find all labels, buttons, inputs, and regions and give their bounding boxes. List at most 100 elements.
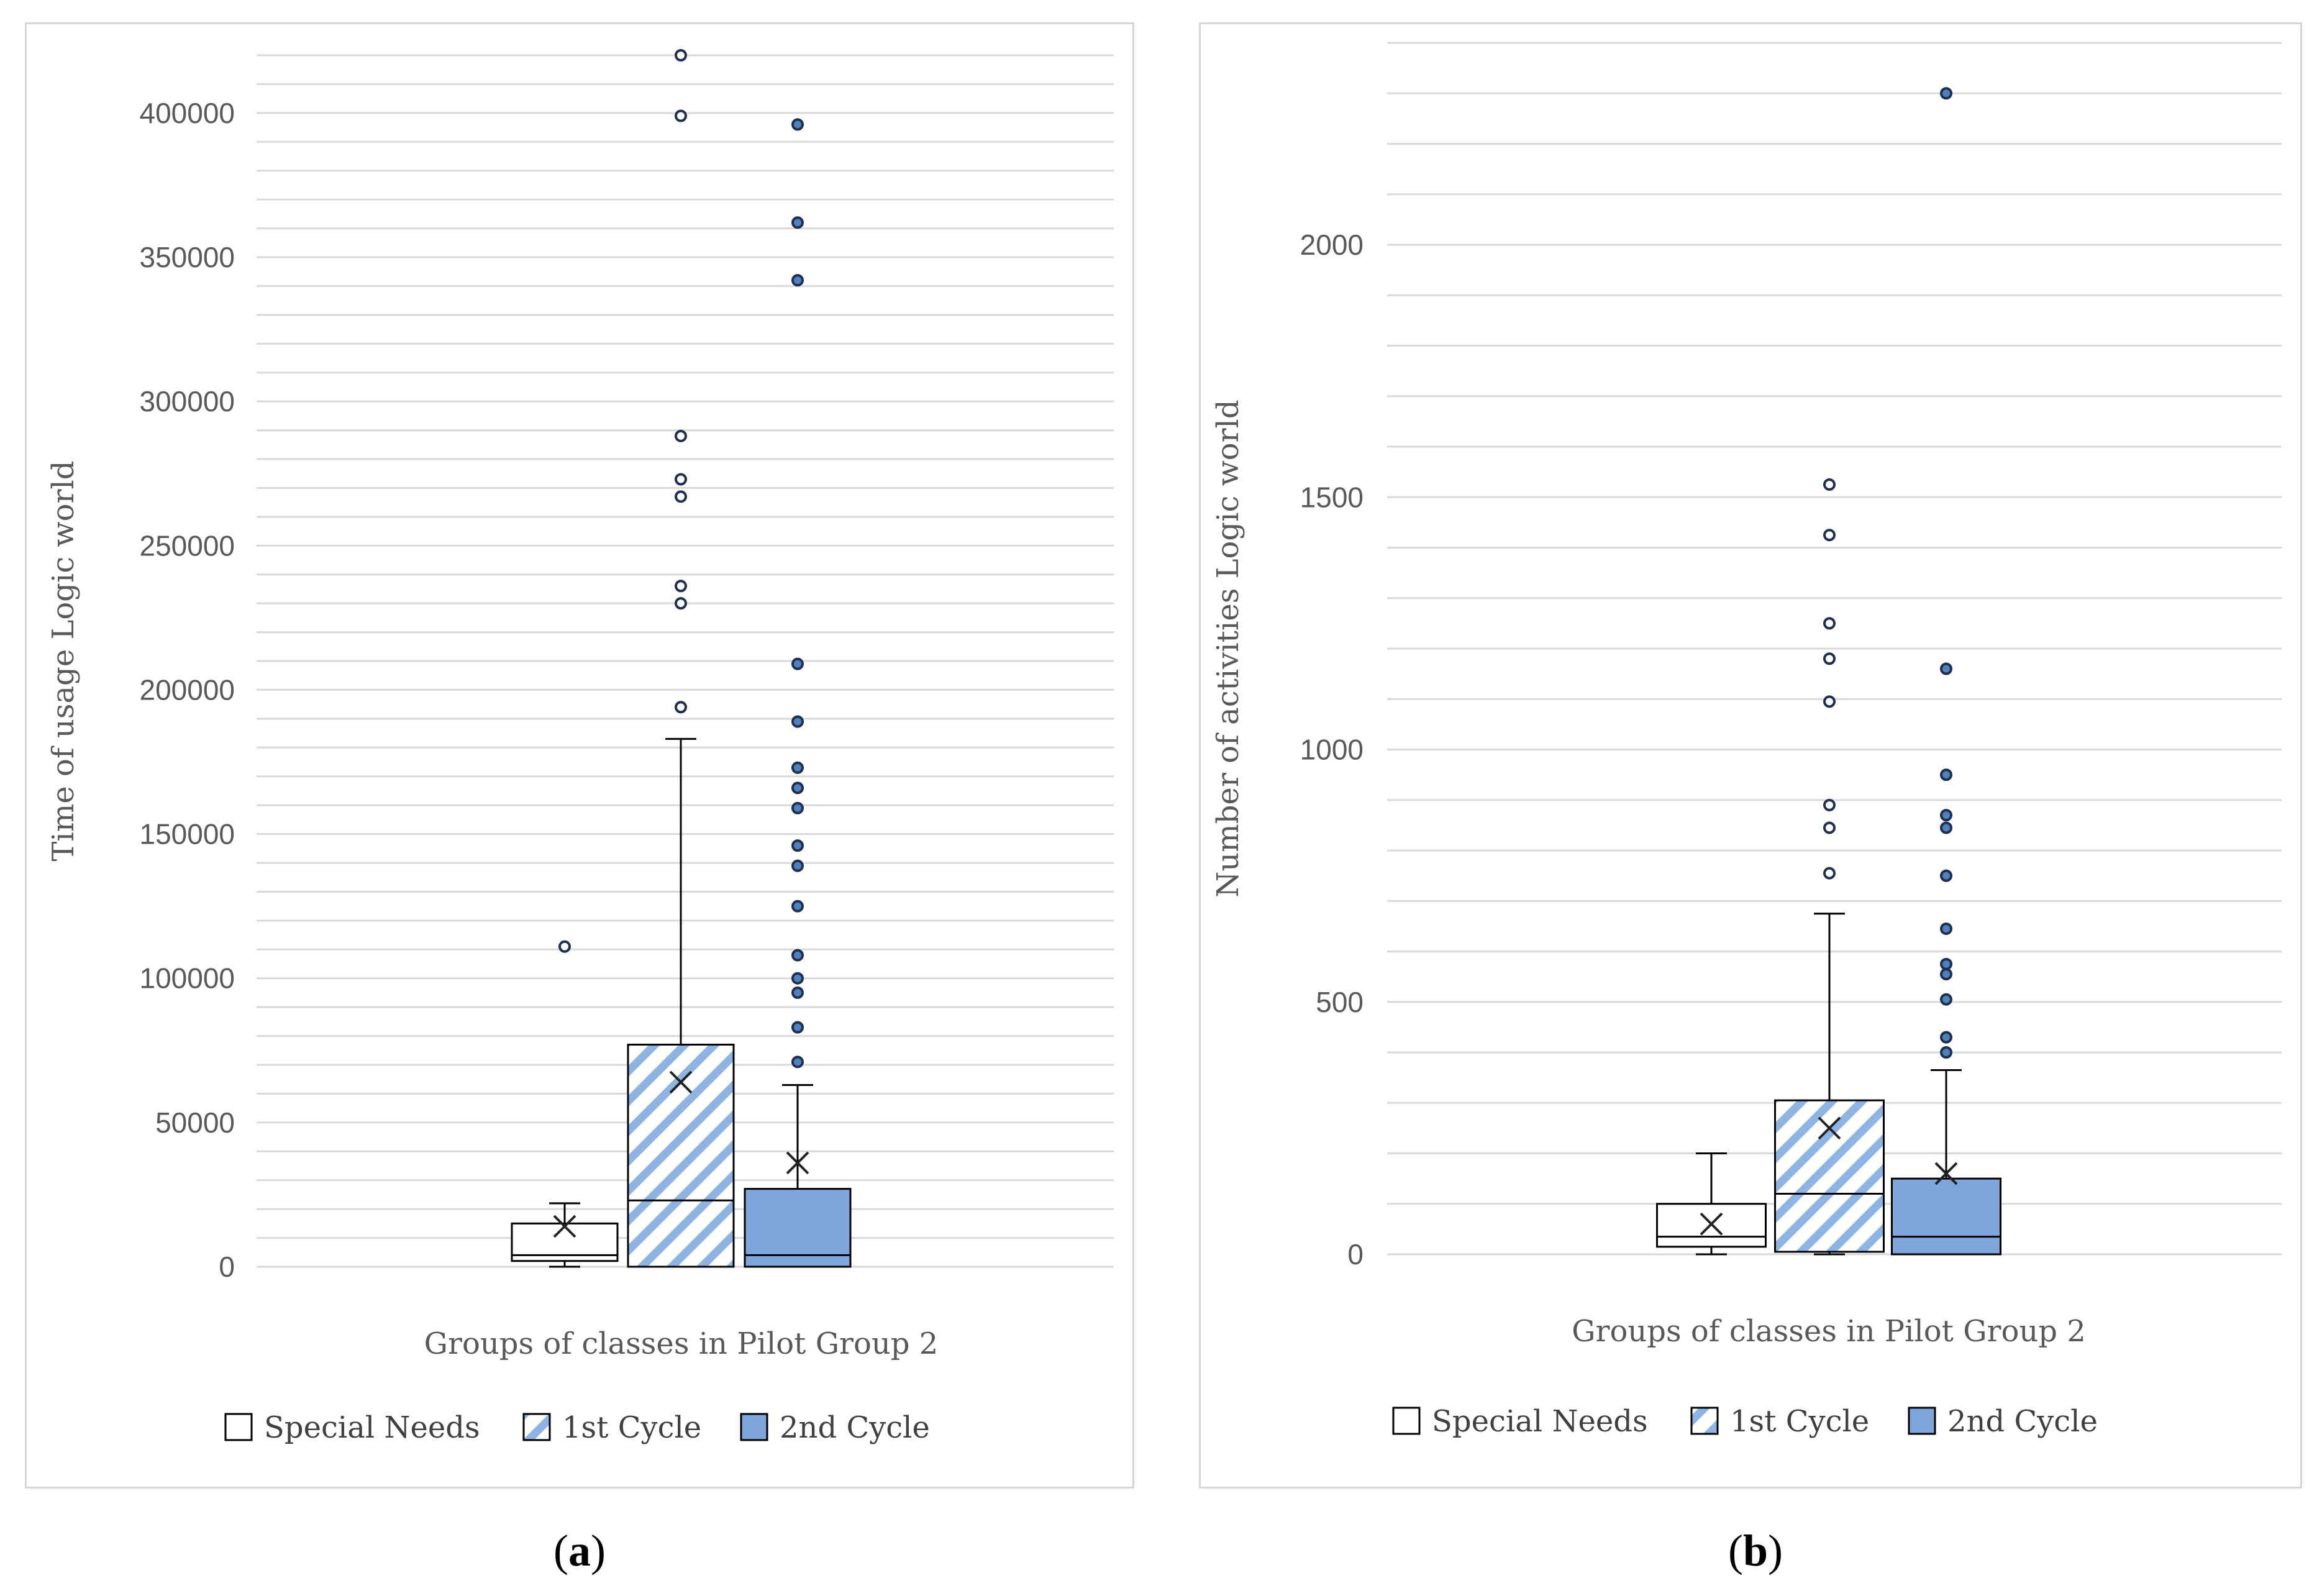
y-tick-label: 0: [1347, 1238, 1364, 1270]
outlier-point: [1940, 768, 1952, 782]
outlier-point: [1823, 652, 1836, 665]
legend-swatch: [740, 1413, 768, 1441]
mean-marker: [669, 1070, 693, 1094]
y-tick-label: 350000: [140, 241, 235, 273]
x-axis-title: Groups of classes in Pilot Group 2: [1572, 1314, 2086, 1349]
outlier-point: [1823, 695, 1836, 708]
legend-swatch: [1690, 1407, 1719, 1435]
outlier-point: [1940, 1031, 1952, 1044]
box-2nd-cycle: [1891, 87, 2001, 1256]
outlier-point: [1823, 867, 1836, 880]
box-body: [627, 1044, 735, 1268]
outlier-point: [791, 782, 804, 795]
outlier-point: [1823, 617, 1836, 630]
mean-marker: [553, 1215, 576, 1238]
mean-marker: [1818, 1116, 1841, 1140]
outlier-point: [791, 859, 804, 872]
boxplot-chart-b: 0 500 1000 1500 2000 Number of activities Log…: [1211, 42, 2282, 1439]
outlier-point: [1940, 821, 1952, 834]
outlier-point: [675, 490, 687, 503]
caption-a: (a): [553, 1526, 606, 1575]
y-tick-label: 200000: [140, 673, 235, 706]
outlier-point: [791, 657, 804, 670]
outlier-point: [1823, 478, 1836, 491]
outlier-point: [791, 900, 804, 913]
caption-a-label: a: [568, 1526, 591, 1575]
outlier-point: [791, 801, 804, 814]
legend: Special Needs 1st Cycle 2nd Cycle: [224, 1410, 930, 1445]
outlier-point: [791, 986, 804, 999]
outlier-point: [791, 972, 804, 985]
box-2nd-cycle: [744, 118, 852, 1268]
outlier-point: [791, 715, 804, 728]
outlier-point: [558, 940, 571, 953]
mean-marker: [1934, 1162, 1958, 1185]
y-tick-label: 1500: [1300, 481, 1364, 513]
y-tick-label: 500: [1316, 986, 1364, 1018]
legend-label: 2nd Cycle: [780, 1410, 930, 1445]
outlier-point: [1940, 993, 1952, 1006]
legend-label: 1st Cycle: [562, 1410, 701, 1445]
y-tick-label: 2000: [1300, 229, 1364, 261]
outlier-point: [1940, 809, 1952, 822]
y-axis: 0 500 1000 1500 2000: [1300, 229, 1364, 1270]
outlier-point: [675, 49, 687, 62]
x-axis-title: Groups of classes in Pilot Group 2: [424, 1326, 939, 1361]
outlier-point: [675, 109, 687, 122]
legend-swatch: [224, 1413, 253, 1441]
legend-label: Special Needs: [1432, 1404, 1648, 1439]
boxplot-chart-a: 0 50000 100000 150000 200000 250000 300000 3500…: [46, 49, 1114, 1445]
outlier-point: [675, 701, 687, 714]
outlier-point: [1823, 798, 1836, 811]
chart-panel-a: 0 50000 100000 150000 200000 250000 300000 3500…: [25, 22, 1134, 1489]
outlier-point: [791, 839, 804, 852]
y-axis-title: Number of activities Logic world: [1211, 399, 1245, 897]
mean-marker: [786, 1151, 809, 1175]
legend-swatch: [522, 1413, 551, 1441]
y-axis-title: Time of usage Logic world: [46, 460, 81, 861]
mean-marker: [1700, 1212, 1723, 1236]
box-special-needs: [511, 940, 619, 1268]
outlier-point: [1823, 821, 1836, 834]
chart-panel-b: 0 500 1000 1500 2000 Number of activities Log…: [1199, 22, 2302, 1489]
outlier-point: [1823, 529, 1836, 542]
y-tick-label: 1000: [1300, 734, 1364, 766]
box-body: [744, 1188, 852, 1268]
y-tick-label: 50000: [155, 1106, 235, 1139]
outlier-point: [675, 473, 687, 486]
outlier-point: [675, 580, 687, 593]
outlier-point: [791, 1056, 804, 1069]
outlier-point: [1940, 662, 1952, 675]
gridlines: [257, 54, 1114, 1268]
outlier-point: [675, 429, 687, 442]
outlier-point: [1940, 87, 1952, 100]
y-tick-label: 0: [219, 1251, 235, 1283]
box-special-needs: [1656, 1152, 1767, 1256]
y-tick-label: 400000: [140, 97, 235, 129]
y-tick-label: 100000: [140, 962, 235, 995]
outlier-point: [791, 274, 804, 287]
y-tick-label: 300000: [140, 385, 235, 417]
box-1st-cycle: [1774, 478, 1885, 1256]
outlier-point: [791, 761, 804, 774]
legend-label: 2nd Cycle: [1947, 1404, 2098, 1439]
outlier-point: [1940, 968, 1952, 981]
legend-label: 1st Cycle: [1730, 1404, 1869, 1439]
outlier-point: [791, 1021, 804, 1034]
outlier-point: [791, 216, 804, 229]
outlier-point: [1940, 1046, 1952, 1059]
outlier-point: [1940, 957, 1952, 970]
y-tick-label: 150000: [140, 818, 235, 850]
box-body: [1891, 1177, 2001, 1256]
outlier-point: [791, 949, 804, 962]
outlier-point: [675, 597, 687, 610]
legend-swatch: [1392, 1407, 1421, 1435]
outlier-point: [1940, 922, 1952, 935]
legend: Special Needs 1st Cycle 2nd Cycle: [1392, 1404, 2098, 1439]
box-1st-cycle: [627, 49, 735, 1268]
y-axis: 0 50000 100000 150000 200000 250000 300000 3500…: [140, 97, 235, 1283]
outlier-point: [791, 118, 804, 131]
legend-swatch: [1908, 1407, 1936, 1435]
gridlines: [1387, 42, 2282, 1256]
caption-b-label: b: [1742, 1526, 1769, 1575]
